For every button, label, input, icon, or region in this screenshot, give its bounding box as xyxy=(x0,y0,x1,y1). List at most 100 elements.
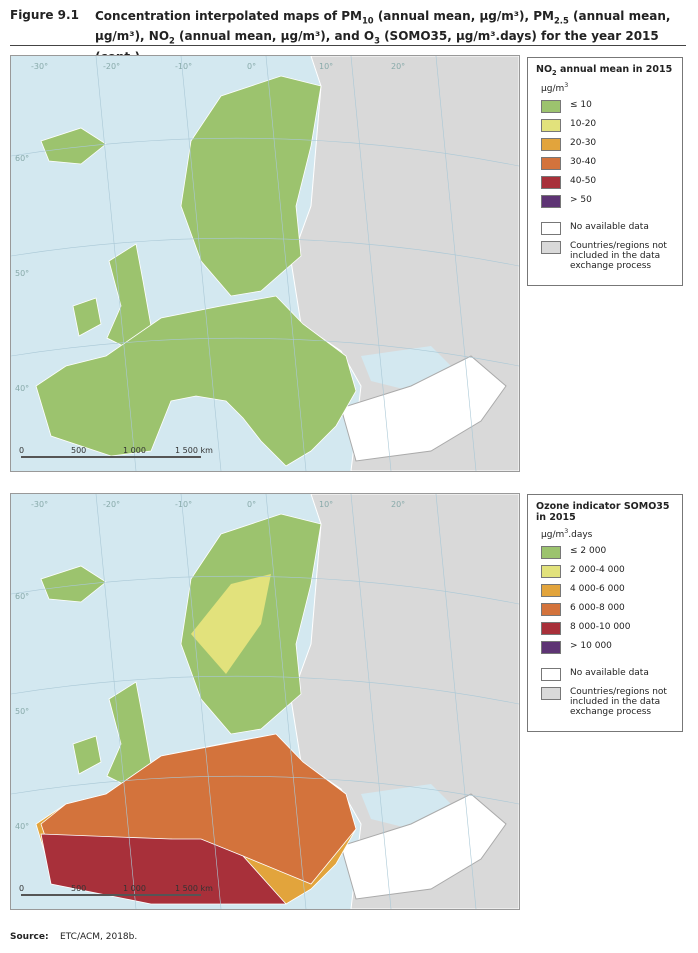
graticule-label: 50° xyxy=(15,269,29,278)
land xyxy=(40,565,107,603)
text-part: 2.5 xyxy=(553,15,569,26)
legend-unit: µg/m3.days xyxy=(541,528,674,540)
land xyxy=(40,127,107,165)
text-part: µg/m xyxy=(541,83,565,94)
text-part: (annual mean, µg/m³), NO xyxy=(95,9,671,44)
land xyxy=(191,574,271,674)
legend-swatch xyxy=(541,118,561,132)
source: Source: ETC/ACM, 2018b. xyxy=(10,932,137,942)
scale-bar xyxy=(21,456,201,458)
graticule-label: 40° xyxy=(15,822,29,831)
map: -30° -20° -10° 0° 10° 20° 60° 50° 40° 0 500 1 000 1 … xyxy=(10,493,520,910)
text-part: (annual mean, µg/m³), PM xyxy=(373,9,554,23)
legend-item: 20-30 xyxy=(541,137,676,151)
legend-item: No available data xyxy=(541,221,676,235)
graticule-label: -10° xyxy=(175,500,192,509)
graticule-label: 60° xyxy=(15,592,29,601)
legend-item: ≤ 10 xyxy=(541,99,676,113)
graticule-label: 0° xyxy=(247,62,256,71)
no-data-region xyxy=(340,793,507,900)
graticule-label: 10° xyxy=(319,62,333,71)
legend: NO2 annual mean in 2015 µg/m3 ≤ 10 10-20 20-… xyxy=(527,57,683,286)
legend-item: 6 000-8 000 xyxy=(541,603,676,616)
legend-title: NO2 annual mean in 2015 xyxy=(536,64,674,77)
legend-swatch xyxy=(541,240,561,254)
legend-label: 20-30 xyxy=(570,137,597,148)
graticule-label: 10° xyxy=(319,500,333,509)
legend-label: Countries/regions not included in the da… xyxy=(570,240,667,271)
graticule-label: -20° xyxy=(103,62,120,71)
text-part: 3 xyxy=(564,81,569,89)
source-text: ETC/ACM, 2018b. xyxy=(60,932,138,942)
text-part: 10 xyxy=(361,15,374,26)
legend: Ozone indicator SOMO35 in 2015 µg/m3.days… xyxy=(527,494,683,732)
text-part: Ozone indicator SOMO35 in 2015 xyxy=(536,501,670,523)
legend-item: 10-20 xyxy=(541,118,676,132)
text-part: 2 xyxy=(169,35,175,46)
legend-swatch xyxy=(541,668,561,681)
legend-item: 30-40 xyxy=(541,156,676,170)
graticule xyxy=(11,775,519,805)
legend-label: 8 000-10 000 xyxy=(570,622,631,632)
legend-label: 2 000-4 000 xyxy=(570,565,625,575)
scale-bar xyxy=(21,894,201,896)
legend-swatch xyxy=(541,622,561,635)
legend-swatch xyxy=(541,175,561,189)
legend-unit: µg/m3 xyxy=(541,82,674,94)
land xyxy=(180,75,322,297)
legend-item: ≤ 2 000 xyxy=(541,546,676,559)
graticule-label: -20° xyxy=(103,500,120,509)
land xyxy=(72,297,102,337)
legend-swatch xyxy=(541,194,561,208)
scale-label: 1 500 km xyxy=(175,884,213,893)
legend-item: 4 000-6 000 xyxy=(541,584,676,597)
legend-swatch xyxy=(541,641,561,654)
text-part: µg/m xyxy=(541,530,565,540)
text-part: 3 xyxy=(374,35,380,46)
legend-item: No available data xyxy=(541,668,676,681)
legend-item: > 10 000 xyxy=(541,641,676,654)
legend-label: 30-40 xyxy=(570,156,597,167)
legend-item: 2 000-4 000 xyxy=(541,565,676,578)
legend-item: > 50 xyxy=(541,194,676,208)
graticule-label: 0° xyxy=(247,500,256,509)
legend-item: 40-50 xyxy=(541,175,676,189)
source-label: Source: xyxy=(10,932,49,942)
spacer xyxy=(528,214,682,222)
legend-label: No available data xyxy=(570,221,649,232)
text-part: NO xyxy=(536,64,553,75)
spacer xyxy=(528,660,682,668)
graticule-label: 20° xyxy=(391,500,405,509)
text-part: annual mean in 2015 xyxy=(556,64,673,75)
land xyxy=(72,735,102,775)
graticule-label: 20° xyxy=(391,62,405,71)
legend-label: 4 000-6 000 xyxy=(570,584,625,594)
text-part: (annual mean, µg/m³), and O xyxy=(174,29,375,44)
scale-label: 500 xyxy=(71,884,86,893)
legend-item: 8 000-10 000 xyxy=(541,622,676,635)
graticule-label: -30° xyxy=(31,62,48,71)
text-part: Concentration interpolated maps of PM xyxy=(95,9,362,23)
graticule xyxy=(11,337,519,367)
legend-swatch xyxy=(541,565,561,578)
legend-label: 6 000-8 000 xyxy=(570,603,625,613)
graticule xyxy=(11,237,519,267)
graticule-label: -10° xyxy=(175,62,192,71)
graticule xyxy=(11,675,519,705)
legend-swatch xyxy=(541,546,561,559)
scale-label: 1 000 xyxy=(123,446,146,455)
scale-label: 1 000 xyxy=(123,884,146,893)
legend-swatch xyxy=(541,584,561,597)
legend-label: No available data xyxy=(570,668,649,678)
graticule xyxy=(11,575,519,605)
legend-label: 40-50 xyxy=(570,175,597,186)
scale-label: 1 500 km xyxy=(175,446,213,455)
legend-swatch xyxy=(541,99,561,113)
figure-number: Figure 9.1 xyxy=(10,8,79,22)
map: -30° -20° -10° 0° 10° 20° 60° 50° 40° 0 500 1 000 1 … xyxy=(10,55,520,472)
legend-label: ≤ 2 000 xyxy=(570,546,607,556)
text-part: 2 xyxy=(552,68,557,77)
land xyxy=(40,733,357,885)
scale-label: 0 xyxy=(19,446,24,455)
